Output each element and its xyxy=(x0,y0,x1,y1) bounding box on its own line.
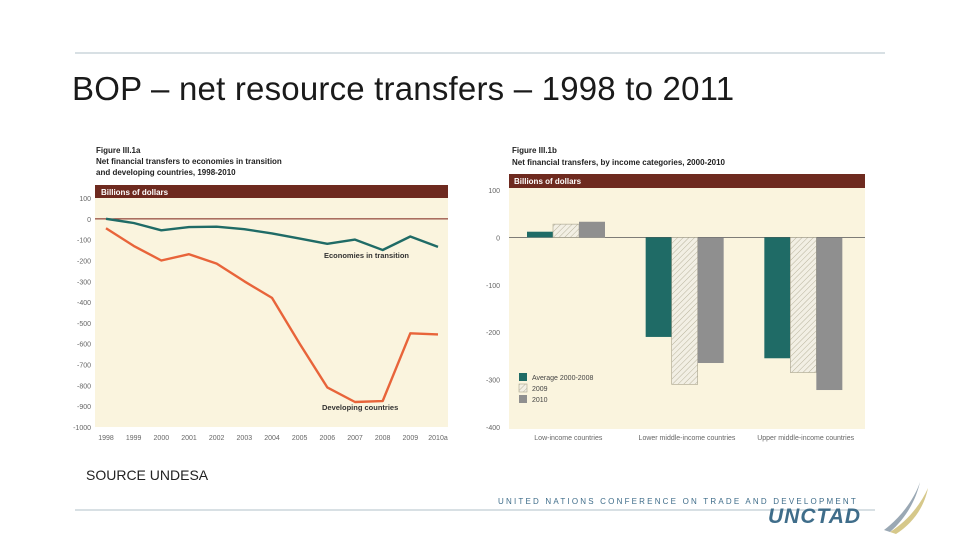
figure-label: Figure III.1a xyxy=(96,146,141,155)
y-tick-label: -400 xyxy=(77,300,91,307)
bar-low-income-1 xyxy=(552,223,580,238)
series-label: Economies in transition xyxy=(324,251,409,260)
x-tick-label: 2005 xyxy=(292,435,308,442)
y-tick-label: -300 xyxy=(486,378,500,385)
unctad-swoosh-icon xyxy=(884,482,928,534)
unit-label: Billions of dollars xyxy=(101,188,169,197)
y-tick-label: -100 xyxy=(77,238,91,245)
y-tick-label: -500 xyxy=(77,321,91,328)
series-line-transition xyxy=(105,217,439,252)
bar-upper-2 xyxy=(816,237,843,391)
chart-title-line1: Net financial transfers to economies in … xyxy=(96,157,282,166)
unctad-logo: UNCTAD xyxy=(768,505,862,528)
chart-title-line1: Net financial transfers, by income categ… xyxy=(512,158,726,167)
y-tick-label: -400 xyxy=(486,425,500,432)
y-tick-label: -100 xyxy=(486,283,500,290)
bar-upper-0 xyxy=(764,237,791,359)
chart-title-line2: and developing countries, 1998-2010 xyxy=(96,168,236,177)
legend-swatch xyxy=(519,373,527,381)
y-tick-label: 100 xyxy=(488,188,500,195)
unit-band xyxy=(95,185,448,198)
legend-label: Average 2000-2008 xyxy=(532,375,593,382)
bar-low-income-2 xyxy=(579,221,605,238)
x-tick-label: 2002 xyxy=(209,435,225,442)
x-tick-label: 2007 xyxy=(347,435,363,442)
x-tick-label: 1998 xyxy=(98,435,114,442)
bar-lower-1 xyxy=(671,237,698,385)
line-chart-net-transfers: Figure III.1a Net financial transfers to … xyxy=(73,146,448,442)
y-tick-label: -800 xyxy=(77,383,91,390)
y-tick-label: 0 xyxy=(87,217,91,224)
legend-swatch xyxy=(519,395,527,403)
bar-low-income-0 xyxy=(527,231,553,238)
x-tick-label: 2008 xyxy=(375,435,391,442)
y-tick-label: -200 xyxy=(77,258,91,265)
series-line-developing xyxy=(105,227,439,404)
y-tick-label: 100 xyxy=(79,196,91,203)
x-tick-label: 2004 xyxy=(264,435,280,442)
legend-swatch xyxy=(518,383,528,393)
x-category-label: Lower middle-income countries xyxy=(639,435,736,442)
plot-area xyxy=(95,185,448,427)
unit-band xyxy=(509,174,865,188)
y-tick-label: -900 xyxy=(77,404,91,411)
bar-lower-2 xyxy=(697,237,724,364)
y-tick-label: -700 xyxy=(77,363,91,370)
x-tick-label: 2000 xyxy=(154,435,170,442)
y-tick-label: -600 xyxy=(77,342,91,349)
x-tick-label: 2003 xyxy=(237,435,253,442)
x-tick-label: 2009 xyxy=(403,435,419,442)
legend-label: 2010 xyxy=(532,397,548,404)
source-note: SOURCE UNDESA xyxy=(86,467,209,483)
bar-chart-income-categories: Figure III.1b Net financial transfers, by… xyxy=(486,146,865,442)
bottom-divider xyxy=(75,509,875,511)
x-tick-label: 1999 xyxy=(126,435,142,442)
slide-title: BOP – net resource transfers – 1998 to 2… xyxy=(72,70,735,107)
y-tick-label: 0 xyxy=(496,235,500,242)
y-tick-label: -300 xyxy=(77,279,91,286)
bar-lower-0 xyxy=(645,237,672,337)
x-category-label: Low-income countries xyxy=(534,435,603,442)
x-tick-label: 2010a xyxy=(428,435,448,442)
x-tick-label: 2001 xyxy=(181,435,197,442)
y-tick-label: -200 xyxy=(486,330,500,337)
bar-upper-1 xyxy=(790,237,817,373)
unit-label: Billions of dollars xyxy=(514,177,582,186)
x-tick-label: 2006 xyxy=(320,435,336,442)
legend-label: 2009 xyxy=(532,386,548,393)
series-label: Developing countries xyxy=(322,403,398,412)
x-category-label: Upper middle-income countries xyxy=(757,435,854,442)
figure-label: Figure III.1b xyxy=(512,146,557,155)
top-divider xyxy=(75,52,885,54)
y-tick-label: -1000 xyxy=(73,425,91,432)
org-name-text: UNITED NATIONS CONFERENCE ON TRADE AND D… xyxy=(498,497,858,506)
